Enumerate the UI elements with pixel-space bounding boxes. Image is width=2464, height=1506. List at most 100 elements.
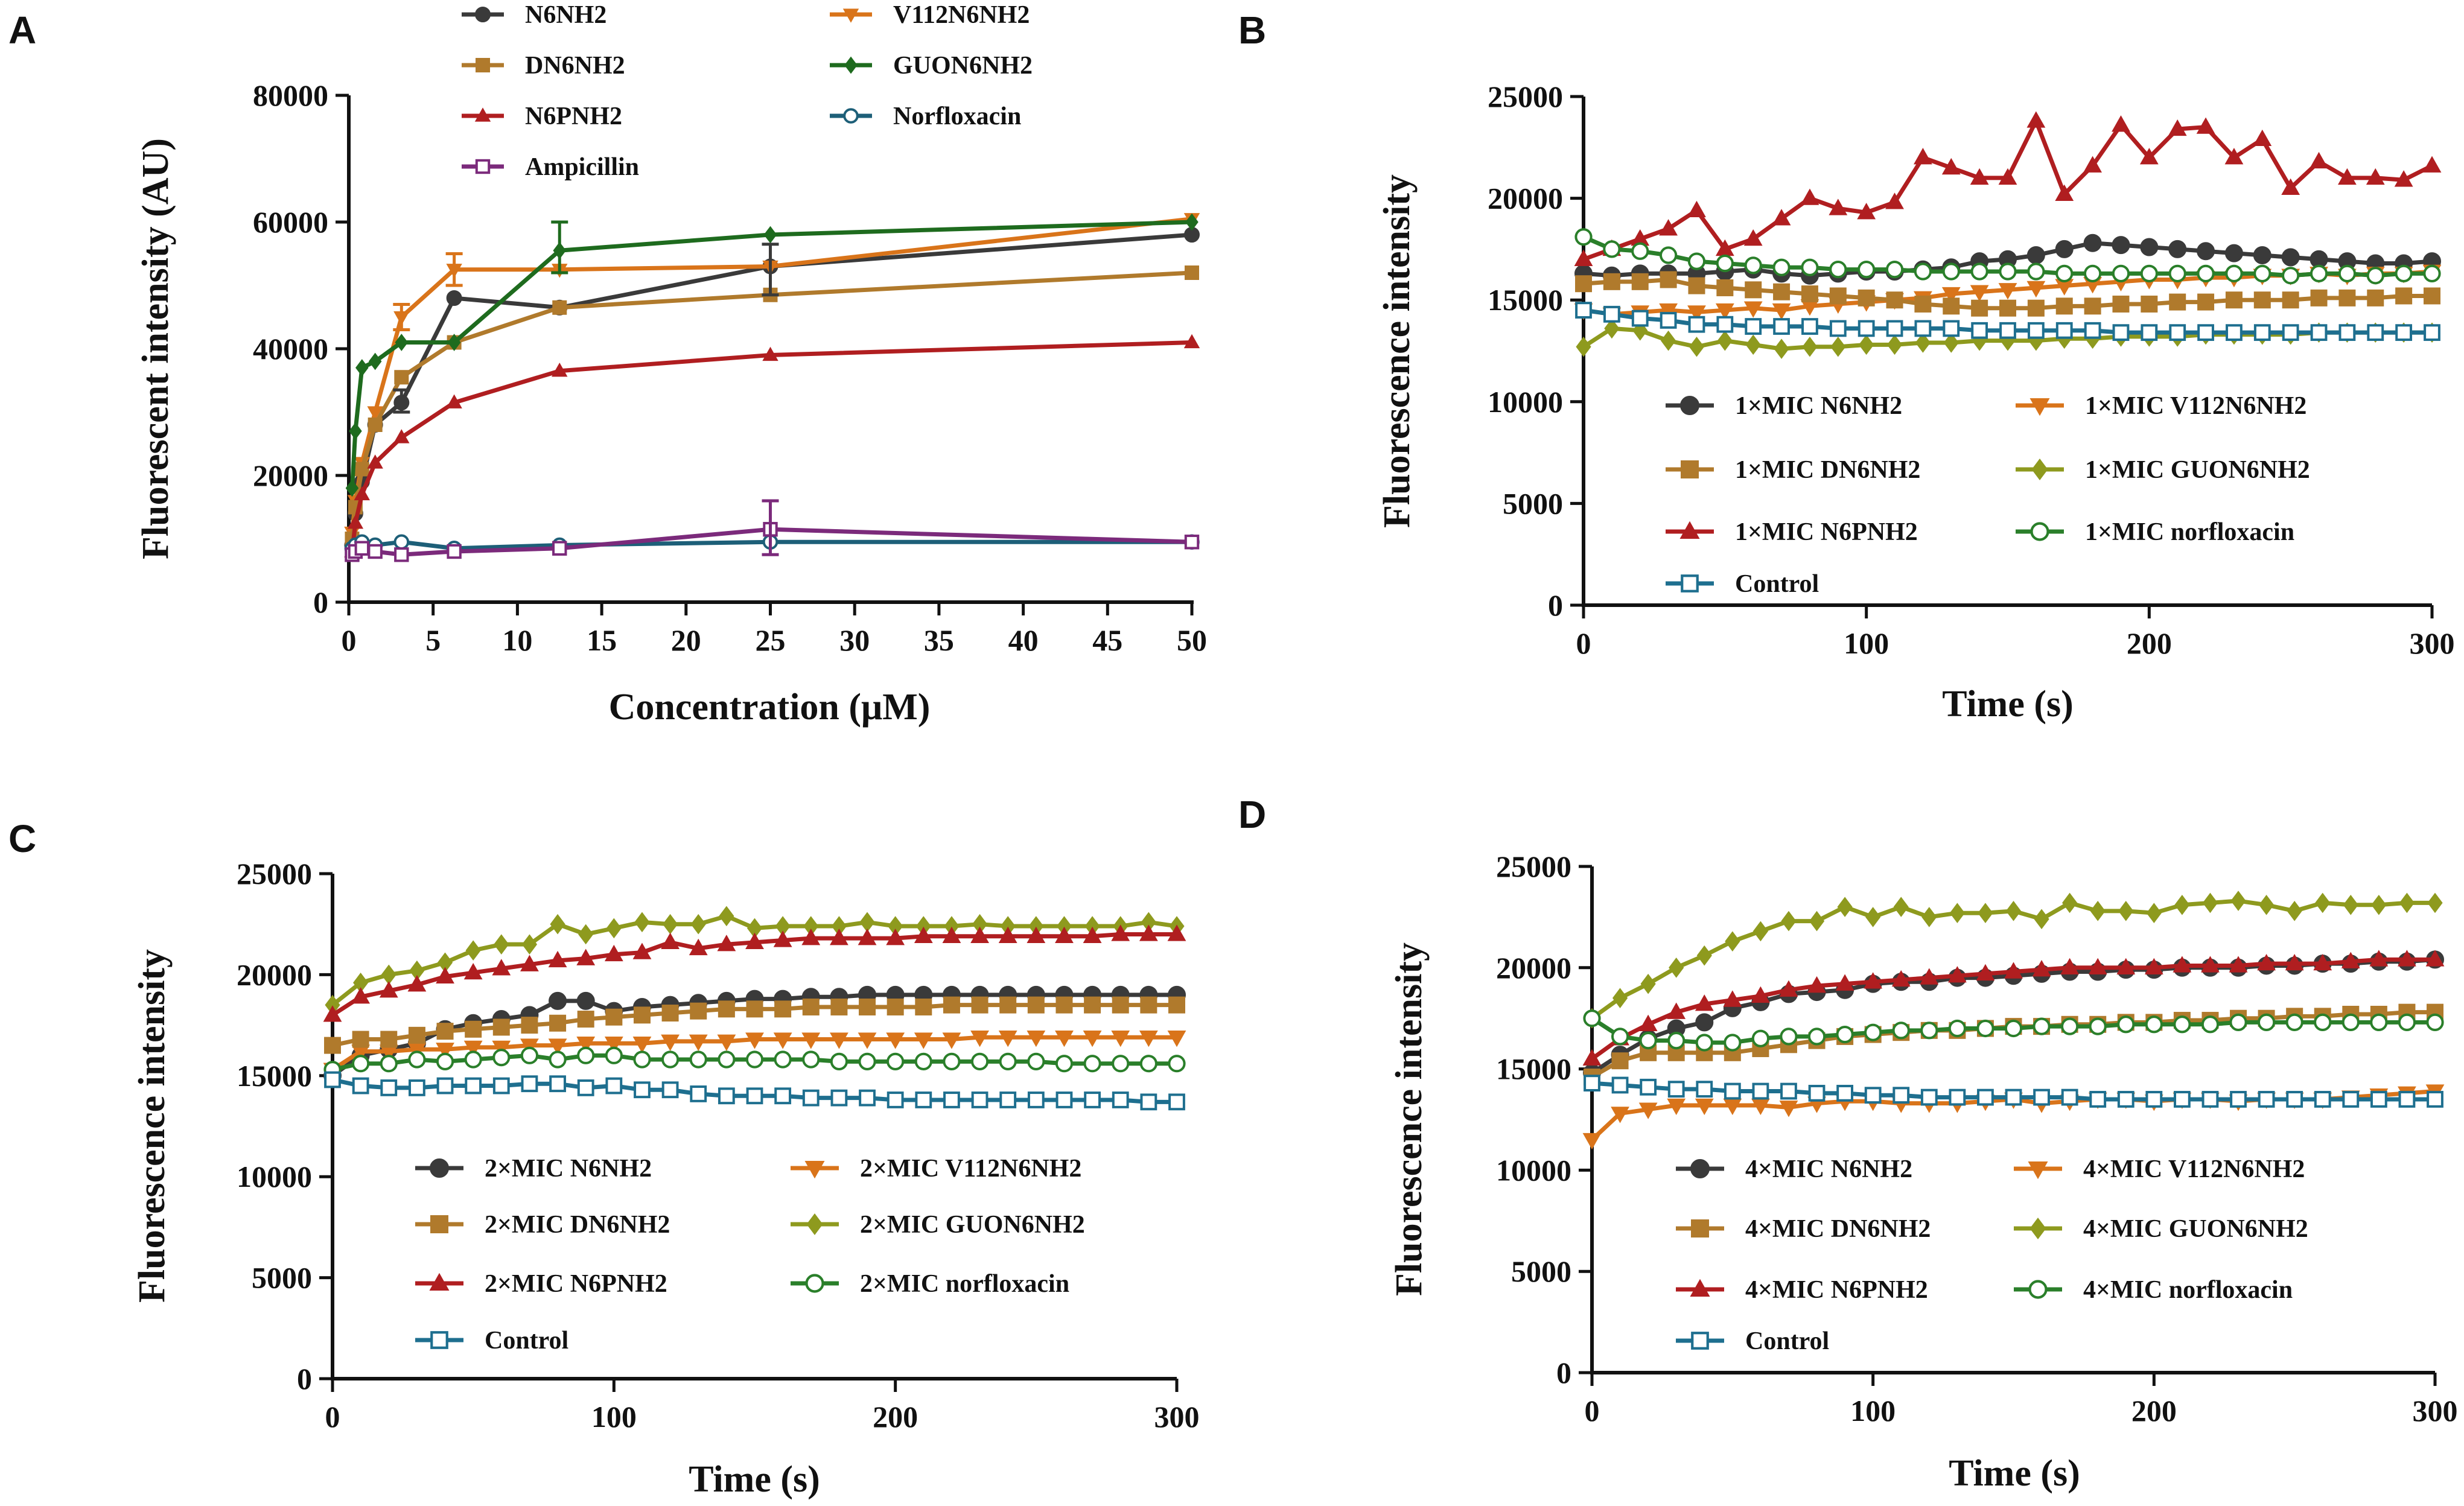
- panel-b-point-1-mic-norfloxacin: [2282, 267, 2300, 285]
- panel-b-point-1-mic-norfloxacin: [2338, 264, 2356, 282]
- panel-b-point-1-mic-norfloxacin: [2055, 264, 2074, 282]
- panel-d-point-4-mic-guon6nh2: [1921, 907, 1937, 927]
- panel-c-point-2-mic-n6pnh2: [801, 929, 821, 945]
- panel-c-y-tick-label: 0: [297, 1362, 312, 1396]
- panel-b-point-1-mic-norfloxacin: [1999, 262, 2017, 281]
- panel-c-point-control: [859, 1089, 876, 1107]
- panel-c-point-control: [549, 1075, 566, 1093]
- panel-a-series-ampicillin: [345, 522, 1200, 562]
- panel-d-point-control: [2061, 1088, 2078, 1106]
- panel-c-legend-label: 2×MIC GUON6NH2: [860, 1211, 1085, 1239]
- panel-a-point-n6pnh2: [393, 429, 410, 443]
- panel-c-point-2-mic-dn6nh2: [661, 1005, 679, 1022]
- panel-d-point-4-mic-n6pnh2: [1920, 968, 1939, 985]
- panel-c-point-2-mic-v112n6nh2: [1083, 1030, 1102, 1047]
- panel-b-legend-item: Control: [1666, 570, 1819, 598]
- panel-a-point-ampicillin: [552, 541, 567, 556]
- panel-b-legend-label: 1×MIC N6PNH2: [1735, 518, 1918, 546]
- panel-c-point-2-mic-guon6nh2: [1141, 912, 1156, 933]
- panel-d-point-4-mic-norfloxacin: [2229, 1013, 2247, 1032]
- panel-c-point-2-mic-n6pnh2: [689, 938, 708, 956]
- panel-b-point-1-mic-norfloxacin: [2395, 264, 2413, 282]
- panel-b-point-1-mic-n6pnh2: [2139, 148, 2159, 165]
- panel-c-point-2-mic-dn6nh2: [521, 1017, 538, 1034]
- panel-c-series-control: [324, 1071, 1185, 1111]
- panel-c-point-control: [690, 1085, 707, 1102]
- panel-d-legend-swatch-marker: [1691, 1332, 1709, 1350]
- panel-b-series-1-mic-n6pnh2: [1574, 111, 2442, 266]
- panel-c-point-2-mic-v112n6nh2: [548, 1038, 567, 1055]
- panel-d-point-4-mic-n6pnh2: [1582, 1049, 1602, 1066]
- panel-a-series-n6nh2: [344, 227, 1200, 553]
- panel-c-point-2-mic-dn6nh2: [830, 998, 848, 1015]
- panel-c-point-2-mic-guon6nh2: [634, 912, 650, 933]
- panel-b-point-control: [1971, 322, 1988, 339]
- panel-b-legend-item: 1×MIC V112N6NH2: [2016, 392, 2306, 420]
- panel-c-point-2-mic-n6pnh2: [1139, 924, 1158, 941]
- panel-d-point-control: [2370, 1091, 2387, 1108]
- panel-d-point-4-mic-n6pnh2: [1835, 974, 1854, 991]
- panel-c-point-control: [887, 1091, 904, 1108]
- panel-d-point-control: [2005, 1088, 2022, 1106]
- panel-c-point-2-mic-guon6nh2: [690, 913, 706, 935]
- panel-d-series-control: [1584, 1075, 2443, 1108]
- panel-b-point-1-mic-n6pnh2: [2055, 184, 2074, 202]
- panel-d-point-4-mic-n6pnh2: [2088, 958, 2107, 974]
- panel-d-point-4-mic-n6pnh2: [2004, 962, 2023, 979]
- panel-d-point-4-mic-n6pnh2: [2060, 958, 2080, 974]
- panel-c-point-2-mic-dn6nh2: [465, 1020, 482, 1038]
- panel-b-point-1-mic-norfloxacin: [2423, 264, 2441, 282]
- panel-c-point-2-mic-v112n6nh2: [604, 1037, 623, 1053]
- panel-c-point-2-mic-guon6nh2: [409, 960, 425, 981]
- panel-d-point-4-mic-n6pnh2: [1807, 976, 1826, 993]
- panel-c-legend-label: 2×MIC V112N6NH2: [860, 1155, 1081, 1183]
- panel-b-point-1-mic-guon6nh2: [1774, 338, 1789, 359]
- panel-b-point-1-mic-norfloxacin: [1603, 240, 1621, 258]
- panel-c-legend-swatch-marker: [430, 1158, 449, 1178]
- panel-d-x-ticks: 0 100 200 300: [1585, 1373, 2458, 1428]
- panel-d-point-4-mic-guon6nh2: [2090, 901, 2106, 921]
- panel-d-legend-label: Control: [1745, 1327, 1829, 1355]
- panel-a-point-guon6nh2: [345, 479, 359, 497]
- panel-b-legend-item: 1×MIC N6NH2: [1666, 392, 1902, 420]
- panel-c-point-2-mic-norfloxacin: [492, 1049, 511, 1067]
- panel-d-point-control: [2286, 1091, 2303, 1108]
- panel-a-point-norfloxacin: [393, 534, 410, 550]
- panel-c-point-control: [746, 1087, 763, 1105]
- panel-c-point-2-mic-guon6nh2: [550, 913, 565, 935]
- panel-c-point-2-mic-guon6nh2: [606, 918, 622, 939]
- panel-a-point-n6pnh2: [552, 362, 568, 377]
- panel-c-point-2-mic-norfloxacin: [689, 1050, 707, 1069]
- panel-b-y-tick-label: 5000: [1503, 486, 1563, 520]
- panel-d-point-4-mic-norfloxacin: [1611, 1028, 1629, 1046]
- panel-c-legend-item: Control: [415, 1327, 568, 1355]
- panel-c-point-control: [1027, 1091, 1045, 1108]
- panel-a-series-dn6nh2: [345, 265, 1199, 546]
- panel-b-point-1-mic-norfloxacin: [1631, 242, 1649, 260]
- panel-c-point-control: [436, 1077, 454, 1095]
- panel-d-point-4-mic-norfloxacin: [2258, 1013, 2276, 1032]
- panel-c-point-2-mic-norfloxacin: [1139, 1055, 1157, 1073]
- panel-b-point-1-mic-dn6nh2: [2282, 291, 2299, 309]
- panel-b-point-1-mic-v112n6nh2: [1998, 283, 2017, 300]
- panel-b-y-title: Fluorescence intensity: [1377, 174, 1418, 528]
- panel-b-point-1-mic-n6pnh2: [1829, 199, 1848, 215]
- panel-b-legend-item: 1×MIC norfloxacin: [2016, 518, 2294, 546]
- panel-c-point-2-mic-norfloxacin: [830, 1052, 848, 1070]
- panel-d-point-4-mic-guon6nh2: [2230, 891, 2246, 911]
- panel-c-point-2-mic-n6pnh2: [717, 935, 736, 952]
- panel-d-point-control: [2258, 1091, 2275, 1108]
- panel-c-point-2-mic-guon6nh2: [578, 924, 594, 945]
- panel-d-point-4-mic-guon6nh2: [1696, 945, 1712, 966]
- panel-b-point-1-mic-dn6nh2: [2084, 297, 2101, 315]
- panel-b-point-1-mic-n6pnh2: [2281, 178, 2300, 195]
- panel-c-point-2-mic-dn6nh2: [690, 1002, 707, 1020]
- panel-b-point-control: [2027, 322, 2045, 339]
- panel-d-point-4-mic-guon6nh2: [2174, 894, 2190, 915]
- panel-c-point-control: [1055, 1091, 1073, 1108]
- panel-a-point-dn6nh2: [394, 370, 409, 385]
- panel-c-point-2-mic-norfloxacin: [999, 1052, 1017, 1070]
- panel-b-point-1-mic-guon6nh2: [1604, 318, 1620, 339]
- panel-c-point-control: [971, 1091, 988, 1108]
- panel-c-point-2-mic-dn6nh2: [943, 996, 960, 1014]
